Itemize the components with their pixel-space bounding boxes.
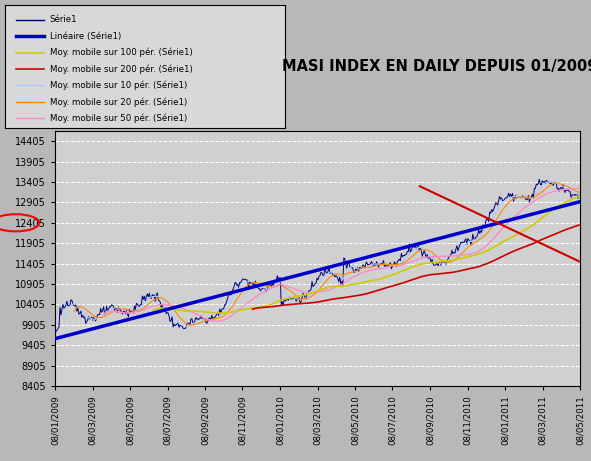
Text: Moy. mobile sur 50 pér. (Série1): Moy. mobile sur 50 pér. (Série1) [50,113,187,123]
Text: Moy. mobile sur 10 pér. (Série1): Moy. mobile sur 10 pér. (Série1) [50,81,187,90]
Text: Moy. mobile sur 20 pér. (Série1): Moy. mobile sur 20 pér. (Série1) [50,97,187,106]
Text: MASI INDEX EN DAILY DEPUIS 01/2009: MASI INDEX EN DAILY DEPUIS 01/2009 [282,59,591,74]
Text: Moy. mobile sur 100 pér. (Série1): Moy. mobile sur 100 pér. (Série1) [50,48,193,57]
Text: Moy. mobile sur 200 pér. (Série1): Moy. mobile sur 200 pér. (Série1) [50,64,193,74]
Text: Linéaire (Série1): Linéaire (Série1) [50,32,121,41]
Text: Série1: Série1 [50,15,77,24]
